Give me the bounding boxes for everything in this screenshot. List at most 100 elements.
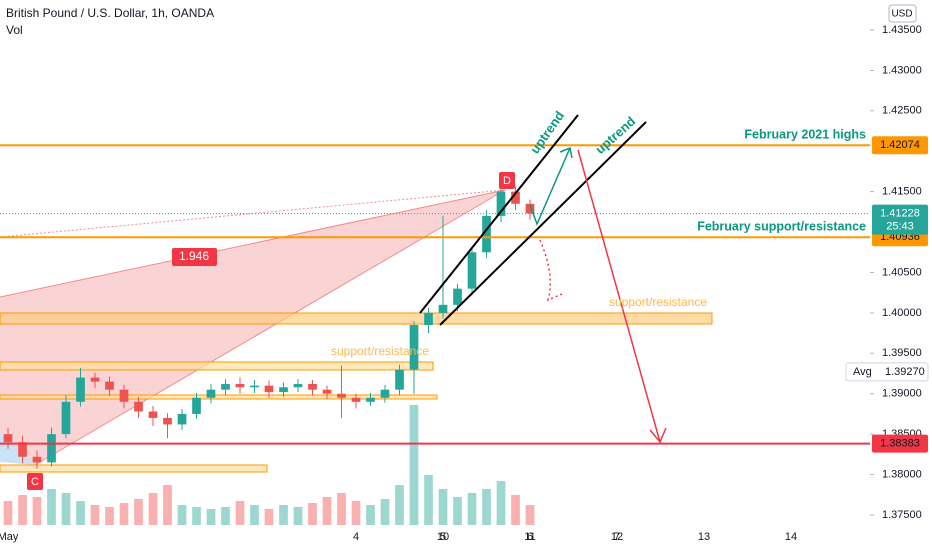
volume-bar <box>482 489 491 525</box>
volume-label: Vol <box>6 23 23 37</box>
candle-body <box>235 384 245 388</box>
candle-body <box>467 252 477 289</box>
countdown: 25:43 <box>886 221 914 233</box>
avg-name: Avg <box>853 366 872 378</box>
candle-body <box>395 369 404 390</box>
volume-bar <box>250 505 259 525</box>
zone-label: support/resistance <box>331 344 429 358</box>
volume-bar <box>76 501 85 525</box>
volume-bar <box>206 509 216 525</box>
candle-body <box>221 384 230 390</box>
x-tick-label: 12 <box>611 531 623 543</box>
candle-body <box>3 434 13 443</box>
x-tick-label: 11 <box>524 531 535 543</box>
volume-bar <box>380 499 390 525</box>
volume-bar <box>148 493 158 525</box>
avg-box <box>845 362 929 382</box>
candle-body <box>438 304 448 313</box>
y-tick-label: 1.39000 <box>882 388 922 400</box>
x-tick-label: 14 <box>785 531 797 543</box>
candle-body <box>424 312 433 326</box>
chart-title: British Pound / U.S. Dollar, 1h, OANDA <box>6 6 214 20</box>
y-tick-label: 1.40000 <box>882 307 922 319</box>
ratio-label: 1.946 <box>179 249 209 263</box>
candle-body <box>76 377 85 402</box>
candle-body <box>61 401 71 435</box>
candle-body <box>32 456 42 463</box>
candle-body <box>250 385 259 388</box>
candle-body <box>351 397 361 402</box>
arrow <box>529 147 571 227</box>
y-tick-label: 1.41500 <box>882 186 922 198</box>
volume-bar <box>409 405 419 525</box>
volume-bar <box>32 497 42 525</box>
pattern-line <box>34 189 506 466</box>
price-tag-label: 1.42074 <box>880 139 920 151</box>
price-tag <box>872 136 928 155</box>
point-label: D <box>503 175 511 187</box>
volume-bar <box>264 509 274 525</box>
price-axis <box>870 0 932 550</box>
volume-bar <box>308 503 317 525</box>
price-tag <box>872 204 928 235</box>
pattern-line <box>0 189 506 298</box>
candle-body <box>322 389 332 394</box>
candle-body <box>496 191 506 216</box>
y-tick-label: 1.43500 <box>882 24 922 36</box>
volume-bar <box>395 485 404 525</box>
point-box <box>27 473 43 490</box>
candle-body <box>337 393 346 398</box>
candle-body <box>47 434 56 463</box>
volume-bar <box>453 497 462 525</box>
volume-bar <box>235 501 245 525</box>
level-annotation: February support/resistance <box>697 220 866 234</box>
volume-bar <box>90 505 100 525</box>
y-tick-label: 1.39500 <box>882 347 922 359</box>
arrow <box>539 239 563 302</box>
arrow-head <box>649 427 667 444</box>
volume-bar <box>467 493 477 525</box>
candle-body <box>380 389 390 398</box>
ratio-box <box>172 248 217 266</box>
volume-bar <box>134 499 143 525</box>
candle-body <box>511 191 520 204</box>
x-tick-label: 4 <box>353 531 359 543</box>
volume-bar <box>496 481 506 525</box>
volume-bar <box>163 485 172 525</box>
volume-bar <box>366 505 375 525</box>
candle-body <box>293 384 303 388</box>
point-label: C <box>31 476 39 488</box>
candle-body <box>148 411 158 418</box>
candle-body <box>308 384 317 390</box>
volume-bar <box>525 505 535 525</box>
volume-bar <box>105 507 114 525</box>
point-box <box>499 172 515 189</box>
volume-bar <box>337 493 346 525</box>
plot <box>0 144 870 525</box>
y-tick-label: 1.43000 <box>882 64 922 76</box>
x-tick-label: 7 <box>614 531 620 543</box>
x-tick-label: 13 <box>698 531 710 543</box>
candle-body <box>18 442 27 457</box>
volume-bar <box>61 493 71 525</box>
currency-box[interactable] <box>888 4 917 23</box>
candle-body <box>177 413 187 425</box>
candle-body <box>119 389 129 402</box>
zone <box>0 464 268 473</box>
volume-bar <box>18 495 27 525</box>
candle-body <box>482 215 491 253</box>
zone <box>0 312 713 325</box>
volume-bar <box>119 503 129 525</box>
currency[interactable]: USD <box>891 9 912 20</box>
volume-bar <box>438 489 448 525</box>
arrow <box>577 149 661 443</box>
arrow-head <box>559 146 573 159</box>
volume-bar <box>322 497 332 525</box>
x-tick-label: 5 <box>440 531 446 543</box>
candle-body <box>409 325 419 370</box>
volume-bar <box>177 505 187 525</box>
y-tick-label: 1.37500 <box>882 509 922 521</box>
x-tick-label: May <box>0 531 19 543</box>
candle-body <box>453 288 462 305</box>
